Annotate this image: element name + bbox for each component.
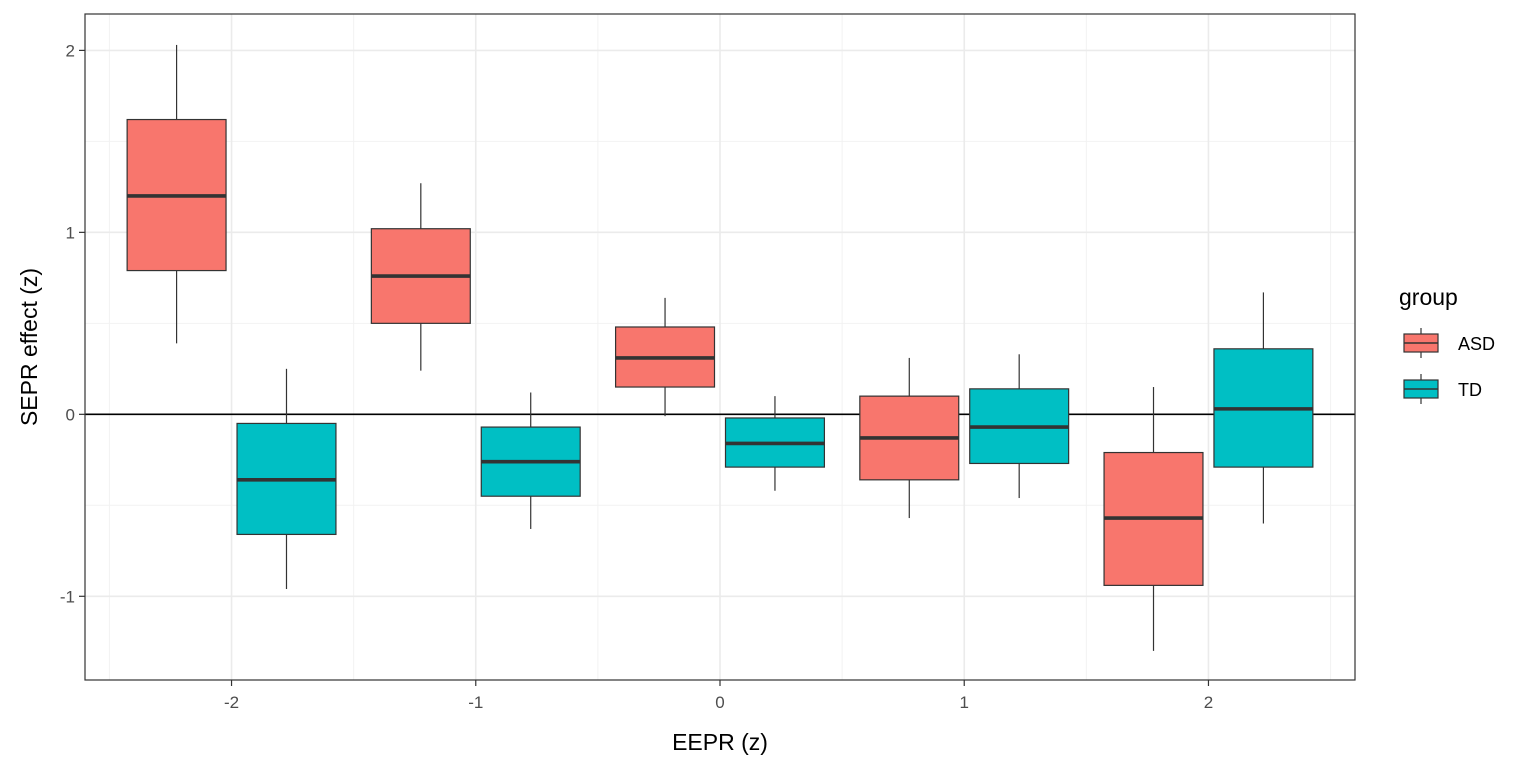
y-axis: -1 0 1 2 [60,41,85,606]
box-td-2 [724,396,826,491]
box-td-0 [236,368,337,590]
y-axis-title: SEPR effect (z) [16,268,42,426]
box-asd-1 [370,183,471,371]
legend-item-asd: ASD [1403,328,1495,358]
box-td-1 [480,392,581,529]
box-asd-0 [126,44,227,344]
box-td-4 [1213,292,1314,524]
y-tick-label-0: -1 [60,587,75,606]
box-asd-4 [1103,387,1204,651]
x-tick-label-0: -2 [224,693,239,712]
grid-major [85,14,1355,680]
box-layer [126,44,1314,651]
y-tick-label-1: 0 [66,405,75,424]
x-tick-label-2: 0 [715,693,724,712]
legend: group ASD TD [1399,284,1495,404]
x-tick-label-3: 1 [959,693,968,712]
x-axis-title: EEPR (z) [672,729,768,755]
legend-title: group [1399,284,1458,310]
y-tick-label-2: 1 [66,223,75,242]
x-tick-label-1: -1 [468,693,483,712]
x-axis: -2 -1 0 1 2 [224,680,1213,712]
x-tick-label-4: 2 [1204,693,1213,712]
legend-item-td: TD [1403,374,1482,404]
box-td-3 [969,354,1070,499]
box-asd-3 [859,357,960,519]
box-asd-2 [614,297,716,417]
legend-label-asd: ASD [1458,334,1495,354]
y-tick-label-3: 2 [66,41,75,60]
legend-label-td: TD [1458,380,1482,400]
